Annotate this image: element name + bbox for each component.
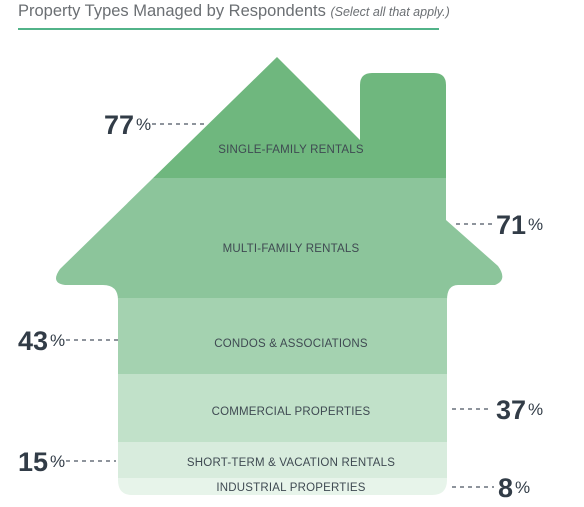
percent-sign: %: [515, 478, 530, 497]
percent-sign: %: [528, 400, 543, 419]
value-annotations: SINGLE-FAMILY RENTALS 77 % MULTI-FAMILY REN…: [18, 110, 543, 503]
value-number: 8: [498, 473, 513, 503]
band-label-single-family-rentals: SINGLE-FAMILY RENTALS: [218, 144, 364, 156]
percent-sign: %: [50, 452, 65, 471]
band-label-commercial-properties: COMMERCIAL PROPERTIES: [212, 406, 371, 418]
chart-title-note: (Select all that apply.): [330, 5, 450, 19]
value-number: 15: [18, 447, 48, 477]
band-industrial-properties: [56, 478, 503, 495]
band-commercial-properties: [56, 374, 503, 442]
value-label-commercial-properties: 37%: [452, 395, 543, 425]
value-label-industrial-properties: 8%: [452, 473, 530, 503]
band-label-condos-associations: CONDOS & ASSOCIATIONS: [214, 338, 368, 350]
band-short-term-vacation-rentals: [56, 442, 503, 478]
value-label-multi-family-rentals: 71%: [456, 210, 543, 240]
band-condos-associations: [56, 298, 503, 374]
percent-sign: %: [528, 215, 543, 234]
value-number: 37: [496, 395, 526, 425]
value-number: 77: [104, 110, 134, 140]
value-label-single-family-rentals: 77%: [104, 110, 205, 140]
band-multi-family-rentals: [56, 178, 503, 298]
percent-sign: %: [50, 331, 65, 350]
chart-title-text: Property Types Managed by Respondents: [18, 2, 326, 20]
percent-sign: %: [136, 115, 151, 134]
value-number: 71: [496, 210, 526, 240]
value-label-short-term-vacation-rentals: 15%: [18, 447, 116, 477]
chart-title: Property Types Managed by Respondents (S…: [18, 2, 450, 21]
chart-title-block: Property Types Managed by Respondents (S…: [18, 2, 450, 30]
band-label-multi-family-rentals: MULTI-FAMILY RENTALS: [223, 243, 360, 255]
band-label-short-term-vacation-rentals: SHORT-TERM & VACATION RENTALS: [187, 457, 395, 469]
value-label-condos-associations: 43%: [18, 326, 118, 356]
value-number: 43: [18, 326, 48, 356]
band-label-industrial-properties: INDUSTRIAL PROPERTIES: [216, 482, 365, 494]
title-underline: [18, 28, 439, 30]
